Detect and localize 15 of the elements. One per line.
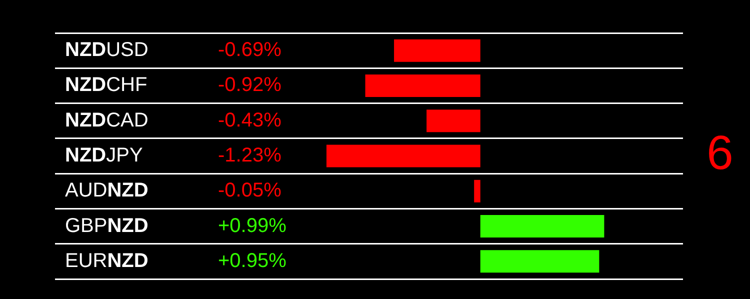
data-label: -0.05%	[218, 180, 282, 202]
data-label: -0.43%	[218, 109, 282, 132]
data-label: -0.92%	[218, 74, 282, 96]
y-tick-label: NZDCAD	[65, 109, 148, 132]
y-tick-label: NZDUSD	[65, 39, 148, 62]
y-tick-label: NZDJPY	[65, 144, 143, 167]
data-label: -1.23%	[218, 144, 282, 167]
data-label: +0.95%	[218, 250, 287, 272]
y-tick-label: NZDCHF	[65, 74, 148, 96]
data-label: +0.99%	[218, 214, 287, 237]
y-tick-label: EURNZD	[65, 250, 148, 272]
y-tick-label: AUDNZD	[65, 180, 148, 202]
y-tick-label: GBPNZD	[65, 214, 148, 237]
text: 6	[706, 127, 734, 180]
data-label: -0.69%	[218, 39, 282, 62]
